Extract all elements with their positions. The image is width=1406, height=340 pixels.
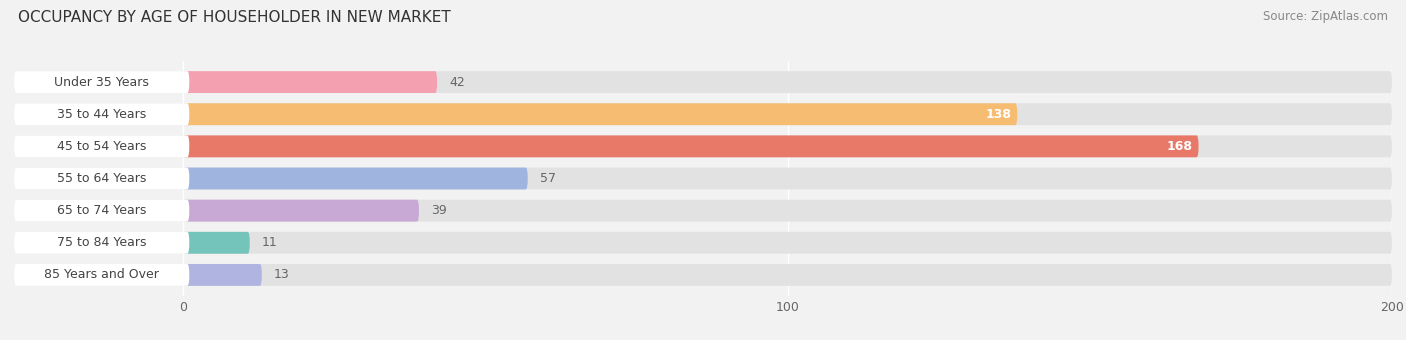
FancyBboxPatch shape — [14, 264, 1392, 286]
FancyBboxPatch shape — [14, 103, 190, 125]
FancyBboxPatch shape — [14, 103, 1392, 125]
FancyBboxPatch shape — [14, 200, 1392, 222]
Text: Source: ZipAtlas.com: Source: ZipAtlas.com — [1263, 10, 1388, 23]
FancyBboxPatch shape — [14, 232, 190, 254]
Text: 35 to 44 Years: 35 to 44 Years — [58, 108, 146, 121]
Text: 11: 11 — [262, 236, 277, 249]
FancyBboxPatch shape — [183, 103, 1018, 125]
Text: 39: 39 — [432, 204, 447, 217]
Text: 57: 57 — [540, 172, 555, 185]
FancyBboxPatch shape — [14, 135, 1392, 157]
FancyBboxPatch shape — [14, 71, 1392, 93]
Text: 85 Years and Over: 85 Years and Over — [44, 268, 159, 282]
Text: 168: 168 — [1167, 140, 1192, 153]
Text: OCCUPANCY BY AGE OF HOUSEHOLDER IN NEW MARKET: OCCUPANCY BY AGE OF HOUSEHOLDER IN NEW M… — [18, 10, 451, 25]
FancyBboxPatch shape — [183, 264, 262, 286]
Text: 45 to 54 Years: 45 to 54 Years — [58, 140, 146, 153]
FancyBboxPatch shape — [183, 168, 527, 189]
FancyBboxPatch shape — [183, 200, 419, 222]
FancyBboxPatch shape — [14, 135, 190, 157]
Text: Under 35 Years: Under 35 Years — [55, 75, 149, 89]
FancyBboxPatch shape — [183, 232, 250, 254]
Text: 13: 13 — [274, 268, 290, 282]
Text: 55 to 64 Years: 55 to 64 Years — [58, 172, 146, 185]
FancyBboxPatch shape — [183, 71, 437, 93]
Text: 65 to 74 Years: 65 to 74 Years — [58, 204, 146, 217]
FancyBboxPatch shape — [14, 71, 190, 93]
Text: 42: 42 — [449, 75, 465, 89]
Text: 75 to 84 Years: 75 to 84 Years — [56, 236, 146, 249]
FancyBboxPatch shape — [183, 135, 1198, 157]
FancyBboxPatch shape — [14, 168, 190, 189]
Text: 138: 138 — [986, 108, 1011, 121]
FancyBboxPatch shape — [14, 232, 1392, 254]
FancyBboxPatch shape — [14, 200, 190, 222]
FancyBboxPatch shape — [14, 264, 190, 286]
FancyBboxPatch shape — [14, 168, 1392, 189]
